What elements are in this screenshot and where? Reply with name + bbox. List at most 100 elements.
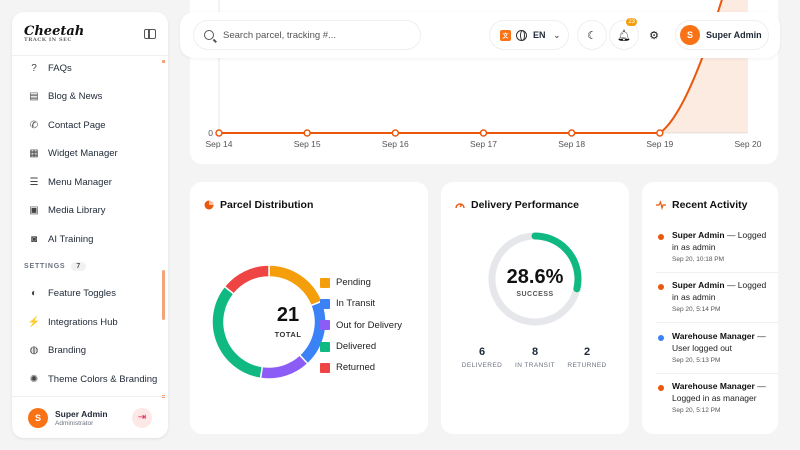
distribution-legend: Pending In Transit Out for Delivery Deliver… <box>320 272 402 378</box>
brand-logo[interactable]: Cheetah TRACK IN SEC <box>24 24 84 43</box>
legend-label: In Transit <box>336 298 376 310</box>
activity-time: Sep 20, 5:12 PM <box>672 407 721 414</box>
section-count-badge: 7 <box>71 262 87 271</box>
sidebar-item-ai-training[interactable]: ◙ AI Training <box>12 225 168 254</box>
card-title: Recent Activity <box>656 199 747 211</box>
theme-toggle-button[interactable]: ☾ <box>578 21 606 49</box>
section-settings: SETTINGS 7 <box>12 254 168 280</box>
sidebar-item-branding[interactable]: ◍ Branding <box>12 337 168 366</box>
trend-point <box>303 129 311 137</box>
activity-pulse-icon <box>656 200 666 210</box>
card-title: Parcel Distribution <box>204 199 313 211</box>
success-percent: 28.6% <box>506 266 564 288</box>
image-icon: ▣ <box>29 205 39 217</box>
sidebar-item-label: Feature Toggles <box>48 288 116 300</box>
sidebar-item-label: Branding <box>48 345 87 357</box>
legend-swatch <box>320 341 330 352</box>
sidebar-item-faqs[interactable]: ? FAQs <box>12 54 168 83</box>
pie-chart-icon <box>204 200 214 210</box>
notifications-button[interactable]: 🔔︎ 23 <box>610 18 638 49</box>
activity-action: — Logged in as admin <box>672 280 767 302</box>
sidebar-item-label: Theme Colors & Branding <box>48 373 158 385</box>
top-header: 文 EN ⌄ ☾ 🔔︎ 23 ⚙ S Super Admin <box>180 12 780 58</box>
x-tick-label: Sep 19 <box>646 139 673 149</box>
phone-icon: ✆ <box>29 119 39 131</box>
sidebar-item-widget-manager[interactable]: ▦ Widget Manager <box>12 140 168 169</box>
language-code: EN <box>533 30 546 40</box>
activity-action: — Logged in as manager <box>672 381 766 403</box>
activity-dot <box>658 234 664 240</box>
stat-label: DELIVERED <box>461 362 503 369</box>
activity-actor: Super Admin <box>672 280 725 290</box>
donut-total: 21 <box>276 304 300 326</box>
logout-button[interactable]: ⇥ <box>132 407 152 428</box>
activity-item: Warehouse Manager — User logged out Sep … <box>658 331 770 364</box>
search-input[interactable] <box>223 29 413 41</box>
activity-time: Sep 20, 10:18 PM <box>672 256 725 263</box>
activity-time: Sep 20, 5:14 PM <box>672 306 721 313</box>
translate-icon: 文 <box>500 29 511 41</box>
card-title-text: Parcel Distribution <box>220 199 314 211</box>
palette-icon: ✺ <box>29 373 39 385</box>
stat-label: RETURNED <box>567 362 607 369</box>
language-selector[interactable]: 文 EN ⌄ <box>490 21 568 49</box>
legend-label: Out for Delivery <box>336 319 402 331</box>
avatar: S <box>680 25 700 45</box>
x-tick-label: Sep 16 <box>382 139 409 149</box>
activity-actor: Warehouse Manager <box>672 331 755 341</box>
globe-icon <box>516 29 527 41</box>
activity-time: Sep 20, 5:13 PM <box>672 357 721 364</box>
sidebar-item-blog-news[interactable]: ▤ Blog & News <box>12 83 168 112</box>
document-icon: ▤ <box>29 91 39 103</box>
sidebar-item-media-library[interactable]: ▣ Media Library <box>12 197 168 226</box>
profile-menu[interactable]: S Super Admin <box>676 21 768 49</box>
moon-icon: ☾ <box>587 29 597 42</box>
sidebar-item-feature-toggles[interactable]: ◐ Feature Toggles <box>12 280 168 309</box>
x-tick-label: Sep 17 <box>470 139 497 149</box>
activity-dot <box>658 335 664 341</box>
sidebar-item-theme-colors-branding[interactable]: ✺ Theme Colors & Branding <box>12 365 168 394</box>
logo-text: Cheetah <box>24 24 85 39</box>
sidebar-item-label: Contact Page <box>48 119 106 131</box>
legend-item: Delivered <box>320 336 402 357</box>
x-tick-label: Sep 15 <box>294 139 321 149</box>
legend-item: Pending <box>320 272 402 293</box>
scroll-up-marker[interactable] <box>162 60 165 63</box>
menu-lines-icon: ☰ <box>29 176 39 188</box>
stat-in-transit: 8 IN TRANSIT <box>505 346 565 369</box>
donut-center: 21 TOTAL <box>258 304 318 339</box>
donut-slice-out-for-delivery <box>259 353 309 380</box>
activity-action: — Logged in as admin <box>672 230 767 252</box>
legend-label: Delivered <box>336 341 377 353</box>
success-gauge <box>488 232 582 326</box>
settings-button[interactable]: ⚙ <box>640 21 668 49</box>
card-title: Delivery Performance <box>455 199 579 211</box>
y-tick-label: 0 <box>208 128 213 138</box>
sidebar-item-contact-page[interactable]: ✆ Contact Page <box>12 111 168 140</box>
activity-divider <box>656 373 778 374</box>
gauge-center: 28.6% SUCCESS <box>485 266 585 298</box>
robot-icon: ◙ <box>30 233 38 245</box>
sidebar-collapse-icon[interactable] <box>144 28 156 39</box>
sidebar-user: S Super Admin Administrator ⇥ <box>12 396 168 438</box>
sidebar-header: Cheetah TRACK IN SEC <box>12 12 168 56</box>
sidebar-item-menu-manager[interactable]: ☰ Menu Manager <box>12 168 168 197</box>
donut-slice-pending <box>268 264 324 307</box>
sidebar-item-integrations-hub[interactable]: ⚡ Integrations Hub <box>12 308 168 337</box>
activity-divider <box>656 322 778 323</box>
toggle-icon: ◐ <box>30 288 38 300</box>
plug-icon: ⚡ <box>27 316 41 328</box>
grid-icon: ▦ <box>29 148 39 160</box>
user-name: Super Admin <box>55 408 108 419</box>
sidebar-scrollbar[interactable] <box>162 270 165 320</box>
legend-item: Returned <box>320 357 402 378</box>
avatar[interactable]: S <box>28 407 48 428</box>
legend-swatch <box>320 362 330 373</box>
trend-point <box>215 129 223 137</box>
notification-badge: 23 <box>626 18 637 26</box>
activity-action: — User logged out <box>672 331 766 353</box>
chevron-down-icon: ⌄ <box>553 30 561 40</box>
logout-icon: ⇥ <box>137 412 147 423</box>
trend-point <box>656 129 664 137</box>
delivery-performance-card: Delivery Performance 28.6% SUCCESS 6 DEL… <box>441 182 629 434</box>
